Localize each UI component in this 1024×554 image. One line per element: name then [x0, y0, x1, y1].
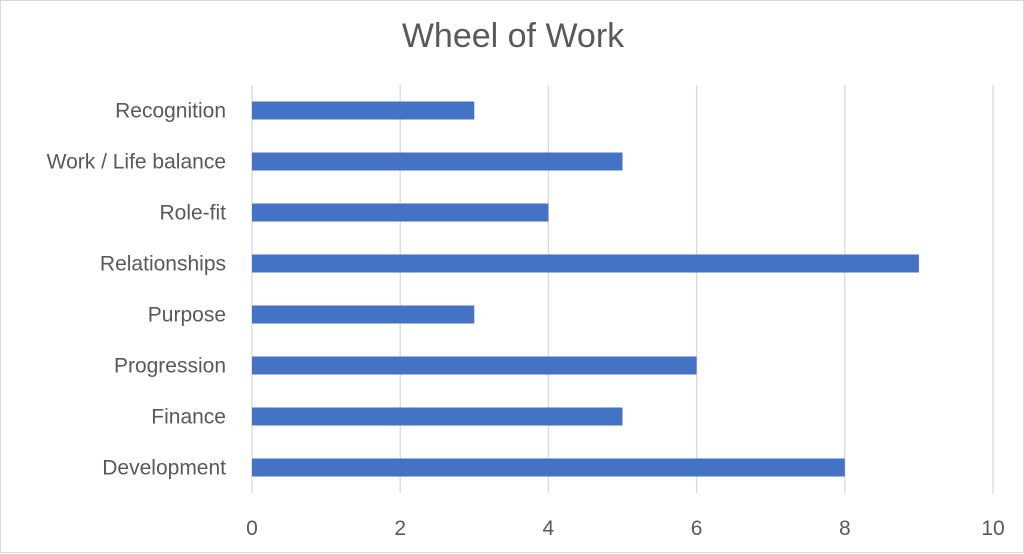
x-tick-label: 6: [691, 517, 703, 540]
category-labels: Development Finance Progression Purpose Rela…: [47, 100, 227, 480]
category-label: Finance: [151, 406, 226, 429]
x-tick-label: 4: [543, 517, 555, 540]
x-tick-label: 8: [839, 517, 851, 540]
bar-development: [252, 458, 845, 477]
x-tick-label: 0: [246, 517, 258, 540]
bars: [252, 101, 919, 477]
x-tick-label: 10: [981, 517, 1004, 540]
category-label: Work / Life balance: [47, 151, 226, 174]
category-label: Relationships: [100, 253, 226, 276]
x-tick-labels: 0 2 4 6 8 10: [246, 517, 1005, 540]
x-tick-label: 2: [394, 517, 406, 540]
category-label: Development: [102, 457, 226, 480]
category-label: Progression: [114, 355, 226, 378]
category-label: Recognition: [115, 100, 226, 123]
bar-relationships: [252, 254, 919, 273]
chart-title: Wheel of Work: [401, 17, 625, 55]
bar-purpose: [252, 305, 475, 324]
bar-role-fit: [252, 203, 549, 222]
bar-recognition: [252, 101, 475, 120]
category-label: Purpose: [148, 304, 226, 327]
bar-progression: [252, 356, 697, 375]
gridlines: [251, 85, 994, 493]
bar-work-life-balance: [252, 152, 623, 171]
bar-finance: [252, 407, 623, 426]
category-label: Role-fit: [159, 202, 226, 225]
